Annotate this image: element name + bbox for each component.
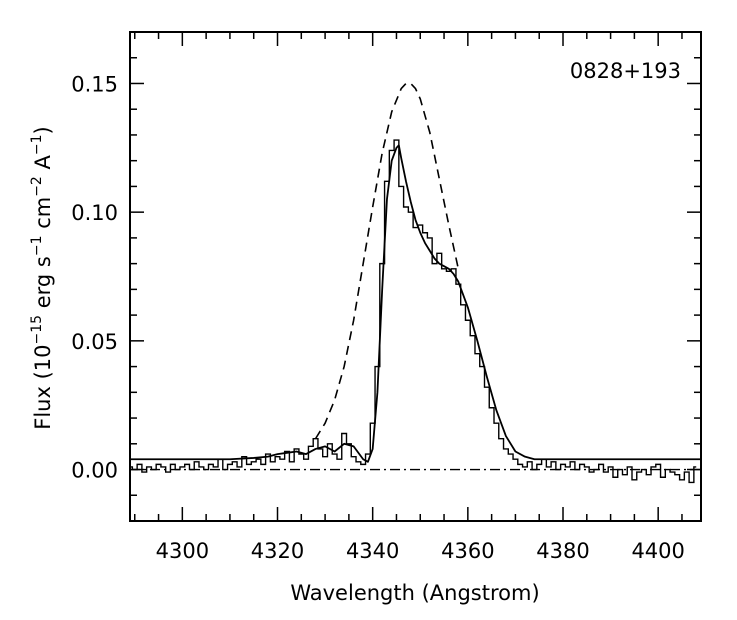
y-tick-label: 0.00: [71, 459, 118, 483]
tick-labels: 4300 4320 4340 4360 4380 4400 0.00 0.05 0.10 0.15: [71, 72, 685, 563]
x-tick-label: 4400: [631, 539, 684, 563]
y-axis-title: Flux (10−15 erg s−1 cm−2 A−1): [29, 126, 55, 429]
y-tick-label: 0.15: [71, 72, 118, 96]
series-layer: [130, 82, 701, 484]
ticks-layer: [130, 31, 701, 522]
observed-spectrum-line: [130, 139, 697, 484]
x-tick-label: 4380: [536, 539, 589, 563]
fit-model-line: [130, 144, 701, 463]
plot-frame: [129, 31, 702, 522]
x-tick-label: 4300: [156, 539, 209, 563]
object-annotation: 0828+193: [570, 59, 681, 83]
x-tick-label: 4360: [441, 539, 494, 563]
y-tick-label: 0.05: [71, 330, 118, 354]
x-tick-label: 4340: [346, 539, 399, 563]
x-tick-label: 4320: [251, 539, 304, 563]
intrinsic-profile-dashed-line: [314, 82, 460, 440]
x-axis-title: Wavelength (Angstrom): [290, 581, 539, 605]
y-tick-label: 0.10: [71, 201, 118, 225]
